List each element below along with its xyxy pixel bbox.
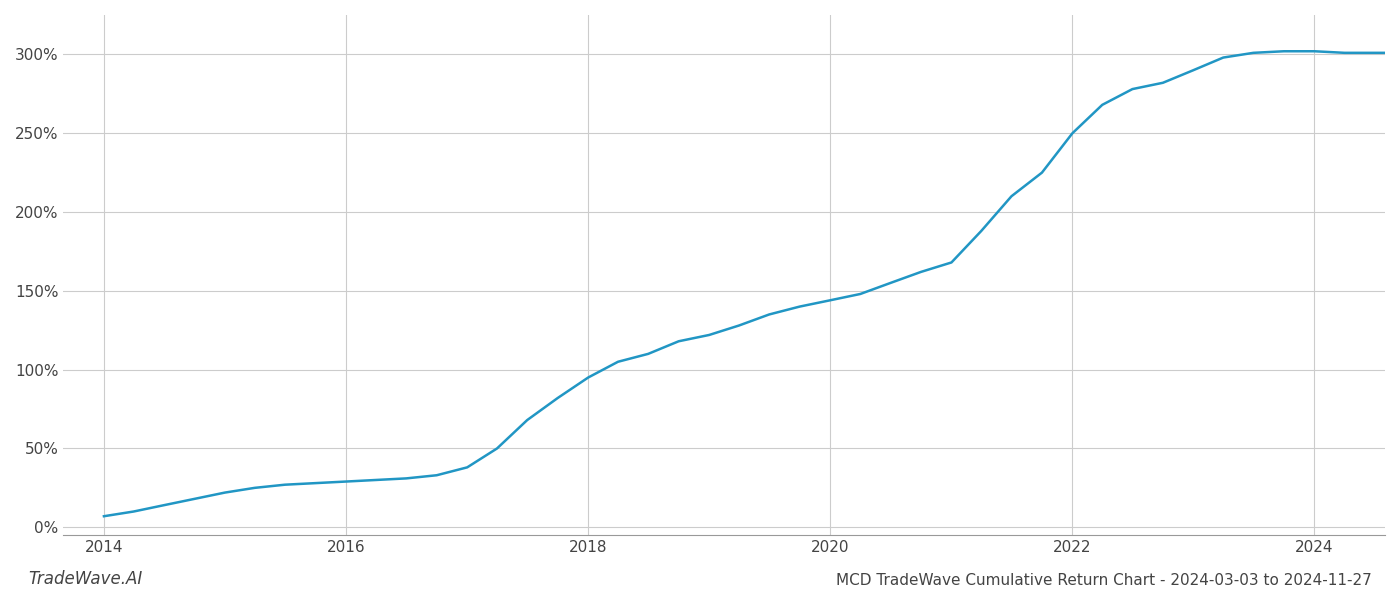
Text: TradeWave.AI: TradeWave.AI <box>28 570 143 588</box>
Text: MCD TradeWave Cumulative Return Chart - 2024-03-03 to 2024-11-27: MCD TradeWave Cumulative Return Chart - … <box>836 573 1372 588</box>
